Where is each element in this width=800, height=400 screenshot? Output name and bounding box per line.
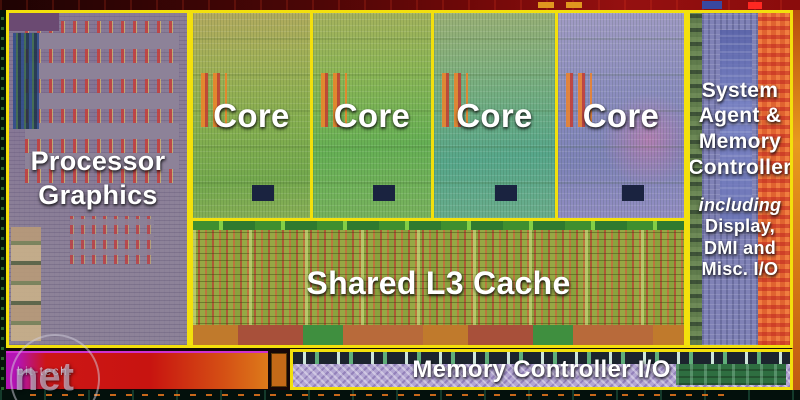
watermark-text-small: bit-tech.: [17, 364, 74, 378]
memory-controller-io-label: Memory Controller I/O: [412, 355, 671, 383]
system-agent-label: System Agent & Memory Controller includi…: [688, 78, 792, 280]
texture-accent: [676, 364, 786, 385]
processor-graphics-label: Processor Graphics: [30, 146, 166, 210]
system-agent-label-line: System: [701, 78, 779, 102]
texture-accent: [9, 13, 59, 31]
die-edge-right: [792, 10, 800, 390]
region-processor-graphics: Processor Graphics: [6, 10, 190, 348]
core-label: Core: [213, 96, 290, 134]
region-core-1: Core: [190, 10, 313, 221]
system-agent-sublabel-line: Misc. I/O: [701, 258, 779, 279]
core-label: Core: [456, 96, 533, 134]
texture-accent: [271, 353, 287, 387]
watermark-text-big: net: [14, 355, 74, 399]
region-core-3: Core: [431, 10, 558, 221]
region-l3-cache: Shared L3 Cache: [190, 218, 687, 348]
system-agent-sublabel-line: Display,: [704, 216, 776, 237]
l3-cache-label: Shared L3 Cache: [306, 264, 571, 301]
system-agent-label-line: Agent &: [698, 104, 782, 128]
region-memory-controller-io: Memory Controller I/O: [290, 349, 793, 390]
system-agent-label-line: Controller: [688, 155, 792, 179]
system-agent-sublabel-emphasis: including: [698, 195, 782, 216]
texture-accent: [720, 29, 752, 229]
texture-accent: [690, 13, 702, 345]
die-edge-bottom: [0, 390, 800, 400]
system-agent-label-line: Memory: [698, 130, 782, 154]
texture-accent: [758, 13, 790, 345]
die-edge-left: [0, 10, 6, 390]
region-core-2: Core: [310, 10, 434, 221]
region-system-agent: System Agent & Memory Controller includi…: [687, 10, 793, 348]
region-core-4: Core: [555, 10, 687, 221]
system-agent-sublabel-line: DMI and: [703, 237, 777, 258]
system-agent-sublabel: including Display, DMI and Misc. I/O: [690, 195, 790, 280]
texture-accent: [13, 33, 39, 129]
texture-accent: [11, 227, 41, 341]
core-label: Core: [333, 96, 411, 134]
texture-accent: [293, 352, 790, 364]
die-edge-top: [0, 0, 800, 10]
core-label: Core: [582, 96, 660, 134]
